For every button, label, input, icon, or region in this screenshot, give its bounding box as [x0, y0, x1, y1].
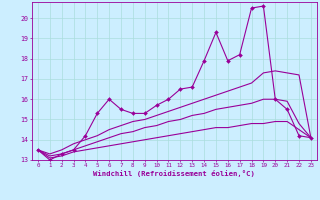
X-axis label: Windchill (Refroidissement éolien,°C): Windchill (Refroidissement éolien,°C) [93, 170, 255, 177]
